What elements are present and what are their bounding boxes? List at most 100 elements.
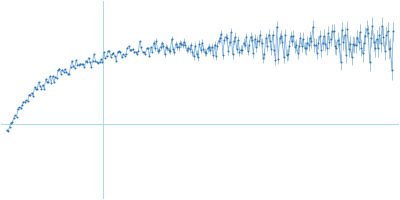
Point (196, 42, 202, 45)
Point (164, 46, 171, 49)
Point (261, 52, 268, 56)
Point (375, 47, 381, 50)
Point (378, 41, 384, 44)
Point (355, 40, 362, 44)
Point (51, 80, 57, 84)
Point (372, 47, 378, 50)
Point (298, 44, 305, 47)
Point (40, 83, 46, 87)
Point (149, 50, 156, 54)
Point (347, 42, 354, 45)
Point (257, 33, 264, 36)
Point (103, 55, 110, 58)
Point (276, 37, 283, 40)
Point (321, 34, 327, 37)
Point (184, 48, 190, 51)
Point (26, 94, 32, 97)
Point (225, 49, 232, 52)
Point (318, 48, 324, 51)
Point (95, 61, 102, 64)
Point (162, 53, 168, 56)
Point (222, 35, 229, 38)
Point (189, 51, 196, 54)
Point (236, 50, 243, 53)
Point (265, 33, 272, 36)
Point (200, 47, 207, 50)
Point (114, 50, 121, 54)
Point (159, 42, 165, 45)
Point (246, 43, 252, 46)
Point (332, 45, 338, 48)
Point (148, 46, 154, 49)
Point (99, 60, 106, 63)
Point (72, 66, 78, 70)
Point (102, 57, 108, 60)
Point (370, 40, 377, 43)
Point (253, 46, 259, 49)
Point (180, 43, 186, 46)
Point (221, 38, 228, 41)
Point (360, 52, 366, 55)
Point (312, 43, 319, 47)
Point (275, 57, 282, 60)
Point (243, 36, 250, 39)
Point (177, 41, 183, 45)
Point (252, 37, 258, 41)
Point (138, 45, 144, 49)
Point (82, 59, 89, 62)
Point (91, 53, 97, 56)
Point (135, 50, 142, 53)
Point (76, 63, 82, 66)
Point (19, 104, 25, 107)
Point (211, 43, 218, 47)
Point (296, 44, 302, 47)
Point (124, 46, 130, 49)
Point (136, 40, 143, 43)
Point (271, 48, 277, 51)
Point (174, 45, 180, 48)
Point (319, 42, 326, 45)
Point (198, 48, 204, 51)
Point (308, 40, 315, 43)
Point (37, 85, 43, 88)
Point (81, 66, 88, 69)
Point (274, 25, 280, 28)
Point (379, 25, 385, 28)
Point (106, 49, 112, 52)
Point (199, 41, 205, 44)
Point (160, 44, 166, 47)
Point (172, 42, 179, 46)
Point (6, 125, 13, 128)
Point (88, 65, 94, 69)
Point (188, 44, 194, 47)
Point (297, 36, 304, 39)
Point (175, 46, 182, 49)
Point (247, 35, 254, 39)
Point (44, 80, 50, 84)
Point (84, 61, 90, 64)
Point (142, 52, 148, 56)
Point (238, 48, 244, 51)
Point (5, 130, 12, 133)
Point (30, 94, 36, 97)
Point (13, 115, 20, 119)
Point (105, 50, 111, 53)
Point (117, 51, 124, 54)
Point (166, 48, 172, 52)
Point (366, 61, 373, 64)
Point (15, 107, 21, 110)
Point (315, 41, 322, 44)
Point (293, 43, 300, 46)
Point (74, 63, 81, 66)
Point (380, 35, 387, 38)
Point (307, 36, 313, 39)
Point (87, 61, 93, 64)
Point (334, 38, 341, 41)
Point (55, 69, 61, 72)
Point (352, 43, 359, 46)
Point (16, 106, 22, 109)
Point (36, 81, 42, 84)
Point (153, 39, 160, 43)
Point (262, 36, 269, 40)
Point (120, 53, 126, 56)
